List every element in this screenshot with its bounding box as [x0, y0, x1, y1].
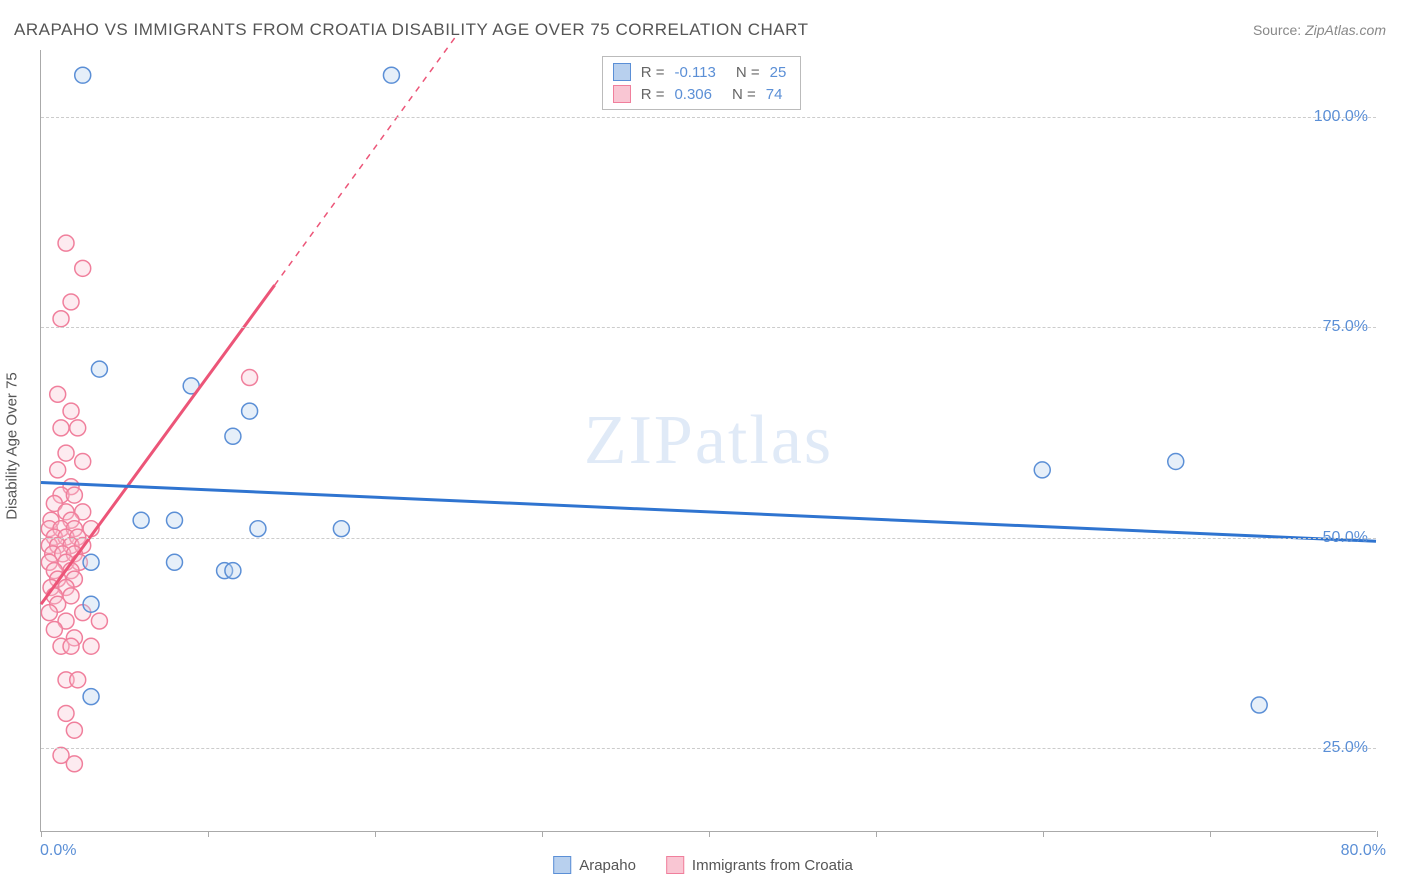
- data-point: [242, 403, 258, 419]
- series-legend: Arapaho Immigrants from Croatia: [553, 856, 853, 874]
- data-point: [225, 428, 241, 444]
- legend-n-value: 25: [770, 64, 787, 81]
- legend-label: Immigrants from Croatia: [692, 857, 853, 874]
- data-point: [53, 420, 69, 436]
- y-tick-label: 75.0%: [1323, 318, 1368, 336]
- scatter-svg: [41, 50, 1376, 831]
- data-point: [133, 512, 149, 528]
- x-tick: [208, 831, 209, 837]
- data-point: [91, 361, 107, 377]
- data-point: [83, 554, 99, 570]
- data-point: [242, 370, 258, 386]
- data-point: [1034, 462, 1050, 478]
- data-point: [70, 420, 86, 436]
- x-tick: [375, 831, 376, 837]
- x-tick: [1043, 831, 1044, 837]
- data-point: [225, 563, 241, 579]
- data-point: [333, 521, 349, 537]
- data-point: [250, 521, 266, 537]
- y-tick-label: 100.0%: [1314, 108, 1368, 126]
- legend-n-label: N =: [732, 86, 756, 103]
- legend-swatch: [613, 85, 631, 103]
- legend-row: R = -0.113 N = 25: [613, 61, 791, 83]
- legend-r-value: 0.306: [674, 86, 712, 103]
- data-point: [63, 294, 79, 310]
- x-axis-max-label: 80.0%: [1341, 842, 1386, 860]
- data-point: [46, 621, 62, 637]
- data-point: [66, 722, 82, 738]
- legend-n-value: 74: [766, 86, 783, 103]
- y-tick-label: 25.0%: [1323, 739, 1368, 757]
- data-point: [53, 311, 69, 327]
- data-point: [83, 638, 99, 654]
- x-tick: [876, 831, 877, 837]
- source-label: Source:: [1253, 22, 1301, 38]
- x-tick: [1210, 831, 1211, 837]
- x-tick: [41, 831, 42, 837]
- data-point: [70, 672, 86, 688]
- gridline: [41, 538, 1376, 539]
- source-attribution: Source: ZipAtlas.com: [1253, 22, 1386, 38]
- legend-r-value: -0.113: [674, 64, 715, 81]
- data-point: [83, 596, 99, 612]
- data-point: [66, 487, 82, 503]
- gridline: [41, 327, 1376, 328]
- data-point: [58, 705, 74, 721]
- legend-label: Arapaho: [579, 857, 636, 874]
- legend-item: Immigrants from Croatia: [666, 856, 853, 874]
- legend-row: R = 0.306 N = 74: [613, 83, 791, 105]
- trend-line-croatia: [41, 285, 275, 604]
- data-point: [167, 554, 183, 570]
- data-point: [75, 67, 91, 83]
- correlation-legend: R = -0.113 N = 25 R = 0.306 N = 74: [602, 56, 802, 110]
- data-point: [50, 386, 66, 402]
- x-axis-min-label: 0.0%: [40, 842, 76, 860]
- x-tick: [1377, 831, 1378, 837]
- source-value: ZipAtlas.com: [1305, 22, 1386, 38]
- data-point: [1251, 697, 1267, 713]
- y-axis-title: Disability Age Over 75: [4, 372, 21, 520]
- gridline: [41, 748, 1376, 749]
- data-point: [75, 260, 91, 276]
- data-point: [383, 67, 399, 83]
- plot-area: ZIPatlas R =-0.113N =25R =0.306N =74 25.…: [40, 50, 1376, 832]
- gridline: [41, 117, 1376, 118]
- data-point: [1168, 454, 1184, 470]
- data-point: [167, 512, 183, 528]
- data-point: [66, 756, 82, 772]
- legend-n-label: N =: [736, 64, 760, 81]
- data-point: [50, 462, 66, 478]
- y-tick-label: 50.0%: [1323, 529, 1368, 547]
- data-point: [63, 403, 79, 419]
- x-tick: [542, 831, 543, 837]
- data-point: [75, 454, 91, 470]
- legend-swatch: [613, 63, 631, 81]
- data-point: [63, 638, 79, 654]
- trend-line-croatia-dashed: [275, 33, 459, 285]
- data-point: [58, 445, 74, 461]
- chart-title: ARAPAHO VS IMMIGRANTS FROM CROATIA DISAB…: [14, 20, 808, 40]
- legend-r-label: R =: [641, 86, 665, 103]
- legend-item: Arapaho: [553, 856, 636, 874]
- x-tick: [709, 831, 710, 837]
- data-point: [41, 605, 57, 621]
- data-point: [91, 613, 107, 629]
- legend-swatch: [666, 856, 684, 874]
- data-point: [83, 689, 99, 705]
- trend-line-arapaho: [41, 482, 1376, 541]
- legend-swatch: [553, 856, 571, 874]
- legend-r-label: R =: [641, 64, 665, 81]
- data-point: [58, 235, 74, 251]
